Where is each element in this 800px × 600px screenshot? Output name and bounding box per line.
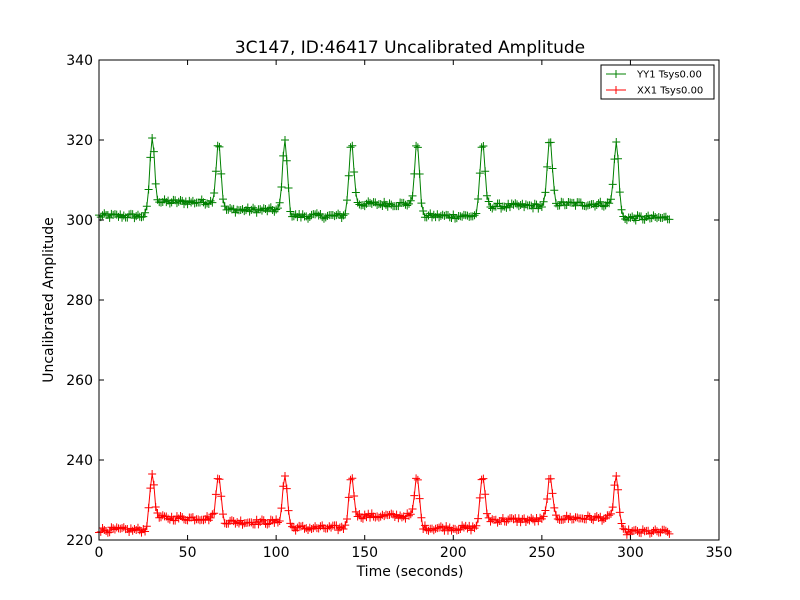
- x-tick-label: 200: [440, 545, 467, 561]
- y-tick-label: 320: [66, 133, 93, 149]
- y-tick-label: 260: [66, 373, 93, 389]
- x-axis-label: Time (seconds): [356, 564, 464, 580]
- legend-label: XX1 Tsys0.00: [637, 86, 703, 97]
- series-1: [95, 470, 674, 539]
- legend: YY1 Tsys0.00 XX1 Tsys0.00: [600, 64, 715, 100]
- x-axis: 0 50 100 150 200 250 300 350: [95, 60, 733, 561]
- x-tick-label: 0: [95, 545, 104, 561]
- x-tick-label: 250: [528, 545, 555, 561]
- legend-label: YY1 Tsys0.00: [636, 70, 702, 81]
- y-axis: 220 240 260 280 300 320 340: [66, 53, 719, 549]
- legend-swatch-marker: [612, 70, 620, 78]
- y-tick-label: 300: [66, 213, 93, 229]
- x-tick-label: 350: [706, 545, 733, 561]
- y-tick-label: 340: [66, 53, 93, 69]
- chart-title: 3C147, ID:46417 Uncalibrated Amplitude: [235, 38, 585, 58]
- y-tick-label: 220: [66, 533, 93, 549]
- legend-box: [600, 64, 715, 100]
- y-tick-label: 280: [66, 293, 93, 309]
- y-axis-label: Uncalibrated Amplitude: [41, 217, 57, 383]
- legend-item: XX1 Tsys0.00: [606, 86, 703, 97]
- x-tick-label: 50: [179, 545, 197, 561]
- legend-swatch-marker: [612, 86, 620, 94]
- x-tick-label: 100: [263, 545, 290, 561]
- y-tick-label: 240: [66, 453, 93, 469]
- x-tick-label: 300: [617, 545, 644, 561]
- series-layer: [95, 134, 674, 539]
- x-tick-label: 150: [351, 545, 378, 561]
- legend-item: YY1 Tsys0.00: [606, 70, 702, 81]
